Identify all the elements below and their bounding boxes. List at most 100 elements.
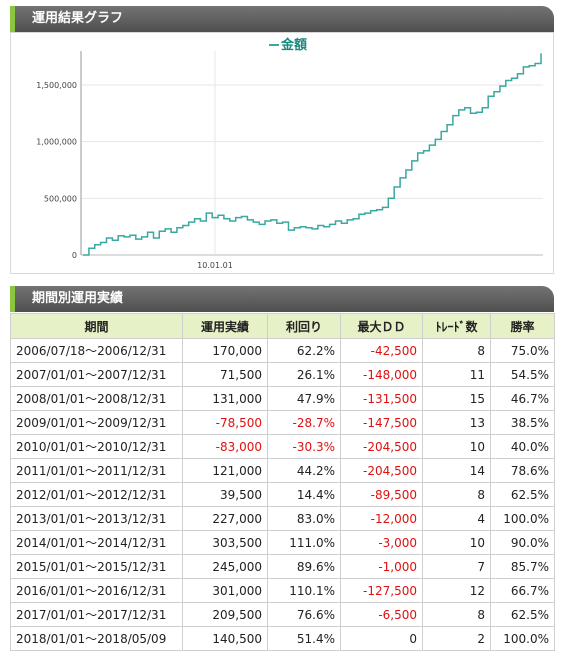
profit-cell: 209,500	[182, 602, 268, 627]
win-rate-cell: 40.0%	[490, 434, 555, 459]
period-cell: 2014/01/01～2014/12/31	[10, 530, 183, 555]
win-rate-cell: 85.7%	[490, 554, 555, 579]
table-header-row: 期間 運用実績 利回り 最大ＤＤ ﾄﾚｰﾄﾞ数 勝率	[10, 313, 555, 339]
profit-cell: 245,000	[182, 554, 268, 579]
trade-count-cell: 4	[422, 506, 491, 531]
yield-header: 利回り	[267, 313, 341, 339]
period-section-header: 期間別運用実績	[10, 286, 554, 312]
max-dd-cell: -12,000	[340, 506, 423, 531]
max-dd-cell: -147,500	[340, 410, 423, 435]
win-rate-cell: 46.7%	[490, 386, 555, 411]
table-row: 2012/01/01～2012/12/31 39,500 14.4% -89,500 8…	[10, 482, 555, 507]
yield-cell: 83.0%	[267, 506, 341, 531]
profit-header: 運用実績	[182, 313, 268, 339]
chart-section-header: 運用結果グラフ	[10, 6, 554, 32]
max-dd-header: 最大ＤＤ	[340, 313, 423, 339]
win-rate-cell: 100.0%	[490, 506, 555, 531]
trade-count-cell: 15	[422, 386, 491, 411]
profit-cell: -83,000	[182, 434, 268, 459]
profit-cell: 39,500	[182, 482, 268, 507]
max-dd-cell: -204,500	[340, 434, 423, 459]
trade-count-header: ﾄﾚｰﾄﾞ数	[422, 313, 491, 339]
y-tick-label: 1,500,000	[36, 81, 77, 90]
table-row: 2017/01/01～2017/12/31 209,500 76.6% -6,500 8…	[10, 602, 555, 627]
series-line	[83, 53, 542, 256]
table-row: 2007/01/01～2007/12/31 71,500 26.1% -148,000…	[10, 362, 555, 387]
table-row: 2016/01/01～2016/12/31 301,000 110.1% -127,5…	[10, 578, 555, 603]
trade-count-cell: 10	[422, 530, 491, 555]
profit-cell: 140,500	[182, 626, 268, 651]
period-cell: 2009/01/01～2009/12/31	[10, 410, 183, 435]
yield-cell: 51.4%	[267, 626, 341, 651]
yield-cell: -30.3%	[267, 434, 341, 459]
profit-cell: 131,000	[182, 386, 268, 411]
period-cell: 2012/01/01～2012/12/31	[10, 482, 183, 507]
win-rate-cell: 90.0%	[490, 530, 555, 555]
chart-canvas: 0 500,000 1,000,000 1,500,000 10.01.01 金額	[36, 37, 543, 270]
header-accent-bar	[10, 286, 15, 312]
profit-cell: 71,500	[182, 362, 268, 387]
trade-count-cell: 8	[422, 602, 491, 627]
trade-count-cell: 11	[422, 362, 491, 387]
win-rate-cell: 100.0%	[490, 626, 555, 651]
table-row: 2015/01/01～2015/12/31 245,000 89.6% -1,000 7…	[10, 554, 555, 579]
y-tick-label: 1,000,000	[36, 138, 77, 147]
profit-cell: 301,000	[182, 578, 268, 603]
trade-count-cell: 12	[422, 578, 491, 603]
table-row: 2011/01/01～2011/12/31 121,000 44.2% -204,50…	[10, 458, 555, 483]
trade-count-cell: 8	[422, 482, 491, 507]
yield-cell: 14.4%	[267, 482, 341, 507]
table-row: 2010/01/01～2010/12/31 -83,000 -30.3% -204,5…	[10, 434, 555, 459]
yield-cell: -28.7%	[267, 410, 341, 435]
period-cell: 2008/01/01～2008/12/31	[10, 386, 183, 411]
win-rate-header: 勝率	[490, 313, 555, 339]
max-dd-cell: -127,500	[340, 578, 423, 603]
table-body: 2006/07/18～2006/12/31 170,000 62.2% -42,500…	[10, 338, 555, 651]
table-row: 2018/01/01～2018/05/09 140,500 51.4% 0 2 100.0…	[10, 626, 555, 651]
table-row: 2014/01/01～2014/12/31 303,500 111.0% -3,000…	[10, 530, 555, 555]
table-row: 2006/07/18～2006/12/31 170,000 62.2% -42,500…	[10, 338, 555, 363]
max-dd-cell: -131,500	[340, 386, 423, 411]
table-row: 2013/01/01～2013/12/31 227,000 83.0% -12,000…	[10, 506, 555, 531]
max-dd-cell: -89,500	[340, 482, 423, 507]
yield-cell: 44.2%	[267, 458, 341, 483]
max-dd-cell: -42,500	[340, 338, 423, 363]
profit-cell: 170,000	[182, 338, 268, 363]
profit-cell: 227,000	[182, 506, 268, 531]
trade-count-cell: 8	[422, 338, 491, 363]
chart-section-title: 運用結果グラフ	[32, 11, 124, 26]
win-rate-cell: 54.5%	[490, 362, 555, 387]
period-cell: 2007/01/01～2007/12/31	[10, 362, 183, 387]
yield-cell: 47.9%	[267, 386, 341, 411]
period-cell: 2018/01/01～2018/05/09	[10, 626, 183, 651]
yield-cell: 62.2%	[267, 338, 341, 363]
trade-count-cell: 14	[422, 458, 491, 483]
period-cell: 2010/01/01～2010/12/31	[10, 434, 183, 459]
period-cell: 2011/01/01～2011/12/31	[10, 458, 183, 483]
profit-cell: 121,000	[182, 458, 268, 483]
period-cell: 2013/01/01～2013/12/31	[10, 506, 183, 531]
period-results-table: 期間 運用実績 利回り 最大ＤＤ ﾄﾚｰﾄﾞ数 勝率 2006/07/18～2006/12…	[10, 313, 555, 651]
max-dd-cell: -204,500	[340, 458, 423, 483]
win-rate-cell: 75.0%	[490, 338, 555, 363]
yield-cell: 110.1%	[267, 578, 341, 603]
period-header: 期間	[10, 313, 183, 339]
y-tick-label: 500,000	[44, 194, 77, 203]
max-dd-cell: -148,000	[340, 362, 423, 387]
header-accent-bar	[10, 6, 15, 32]
profit-cell: 303,500	[182, 530, 268, 555]
period-cell: 2006/07/18～2006/12/31	[10, 338, 183, 363]
profit-cell: -78,500	[182, 410, 268, 435]
trade-count-cell: 10	[422, 434, 491, 459]
win-rate-cell: 66.7%	[490, 578, 555, 603]
yield-cell: 89.6%	[267, 554, 341, 579]
period-cell: 2017/01/01～2017/12/31	[10, 602, 183, 627]
yield-cell: 76.6%	[267, 602, 341, 627]
win-rate-cell: 38.5%	[490, 410, 555, 435]
period-cell: 2015/01/01～2015/12/31	[10, 554, 183, 579]
max-dd-cell: -1,000	[340, 554, 423, 579]
win-rate-cell: 78.6%	[490, 458, 555, 483]
y-tick-label: 0	[72, 251, 77, 260]
win-rate-cell: 62.5%	[490, 602, 555, 627]
trade-count-cell: 7	[422, 554, 491, 579]
